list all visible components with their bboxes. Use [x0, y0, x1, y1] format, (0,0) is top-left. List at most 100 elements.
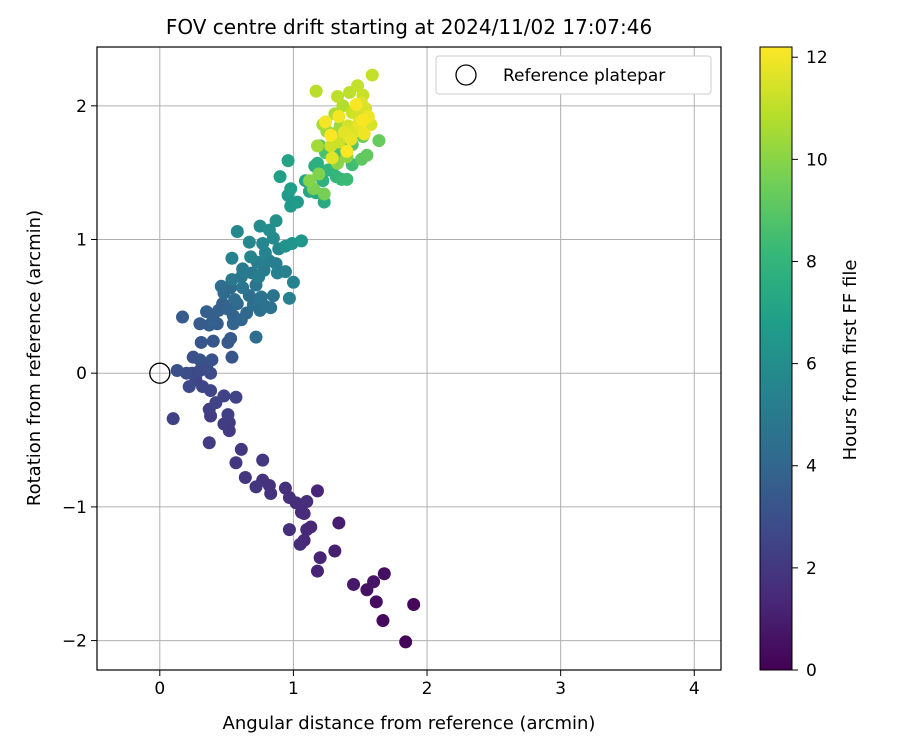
- data-point: [349, 97, 363, 111]
- data-point: [224, 331, 238, 345]
- legend: Reference platepar: [435, 55, 712, 95]
- y-axis-label: Rotation from reference (arcmin): [24, 210, 45, 506]
- legend-reference-marker: [455, 64, 477, 86]
- data-point: [312, 167, 326, 181]
- data-point: [340, 144, 354, 158]
- colorbar-label: Hours from first FF file: [840, 260, 861, 461]
- data-point: [344, 132, 358, 146]
- data-point: [356, 114, 370, 128]
- data-point: [340, 172, 354, 186]
- data-point: [294, 234, 308, 248]
- data-point: [290, 195, 304, 209]
- data-point: [214, 279, 228, 293]
- x-tick-label: 2: [422, 679, 433, 699]
- data-point: [313, 551, 327, 565]
- colorbar-tick-label: 10: [806, 150, 828, 170]
- data-point: [278, 265, 292, 279]
- colorbar-tick-label: 2: [806, 559, 817, 579]
- legend-box: [435, 55, 712, 95]
- data-point: [182, 380, 196, 394]
- data-point: [281, 154, 295, 168]
- data-point: [332, 516, 346, 530]
- colorbar-tick-label: 0: [806, 661, 817, 681]
- plot-frame: [96, 46, 722, 671]
- data-point: [300, 495, 314, 509]
- data-point: [254, 290, 268, 304]
- data-point: [297, 507, 311, 521]
- data-point: [310, 139, 324, 153]
- y-tick-label: 1: [76, 231, 87, 251]
- data-point: [205, 353, 219, 367]
- colorbar-tick-label: 12: [806, 48, 828, 68]
- colorbar-gradient: [759, 46, 793, 671]
- data-point: [284, 182, 298, 196]
- data-point: [229, 390, 243, 404]
- data-point: [249, 330, 263, 344]
- y-axis-ticks: −2 −1 0 1 2: [62, 97, 97, 652]
- data-point: [282, 523, 296, 537]
- data-point: [194, 335, 208, 349]
- y-tick-label: −1: [62, 498, 87, 518]
- data-point: [302, 174, 316, 188]
- data-point: [266, 289, 280, 303]
- data-point: [176, 310, 190, 324]
- data-point: [273, 170, 287, 184]
- data-points: [149, 68, 421, 649]
- data-point: [318, 115, 332, 129]
- data-point: [325, 151, 339, 165]
- data-point: [221, 408, 235, 422]
- data-point: [399, 635, 413, 649]
- data-point: [310, 484, 324, 498]
- colorbar-tick-label: 6: [806, 355, 817, 375]
- data-point: [228, 293, 242, 307]
- data-point: [369, 595, 383, 609]
- data-point: [170, 364, 184, 378]
- data-point: [242, 235, 256, 249]
- data-point: [269, 214, 283, 228]
- data-point: [300, 523, 314, 537]
- data-point: [244, 250, 258, 264]
- data-point: [310, 156, 324, 170]
- data-point: [193, 353, 207, 367]
- data-point: [324, 128, 338, 142]
- data-point: [256, 237, 270, 251]
- data-point: [225, 350, 239, 364]
- data-point: [262, 223, 276, 237]
- data-point: [249, 480, 263, 494]
- x-axis-ticks: 0 1 2 3 4: [154, 670, 700, 699]
- data-point: [317, 187, 331, 201]
- chart-title: FOV centre drift starting at 2024/11/02 …: [166, 15, 652, 39]
- colorbar: 0 2 4 6 8 10 12 Hours from first FF file: [759, 46, 861, 681]
- data-point: [282, 291, 296, 305]
- data-point: [236, 281, 250, 295]
- x-tick-label: 0: [154, 679, 165, 699]
- data-point: [328, 544, 342, 558]
- data-point: [264, 301, 278, 315]
- data-point: [238, 470, 252, 484]
- data-point: [372, 134, 386, 148]
- data-point: [293, 537, 307, 551]
- data-point: [264, 487, 278, 501]
- y-tick-label: −2: [62, 632, 87, 652]
- data-point: [360, 148, 374, 162]
- data-point: [310, 564, 324, 578]
- data-point: [278, 481, 292, 495]
- colorbar-ticks: 0 2 4 6 8 10 12: [792, 48, 828, 681]
- data-point: [365, 68, 379, 82]
- data-point: [229, 456, 243, 470]
- data-point: [286, 275, 300, 289]
- colorbar-tick-label: 8: [806, 252, 817, 272]
- x-tick-label: 3: [555, 679, 566, 699]
- reference-marker: [149, 362, 171, 384]
- x-tick-label: 1: [288, 679, 299, 699]
- data-point: [347, 577, 361, 591]
- legend-reference-label: Reference platepar: [503, 66, 665, 86]
- x-tick-label: 4: [689, 679, 700, 699]
- data-point: [234, 442, 248, 456]
- colorbar-tick-label: 4: [806, 457, 817, 477]
- data-point: [309, 84, 323, 98]
- data-point: [407, 597, 421, 611]
- data-point: [331, 89, 345, 103]
- data-point: [206, 334, 220, 348]
- data-point: [357, 127, 371, 141]
